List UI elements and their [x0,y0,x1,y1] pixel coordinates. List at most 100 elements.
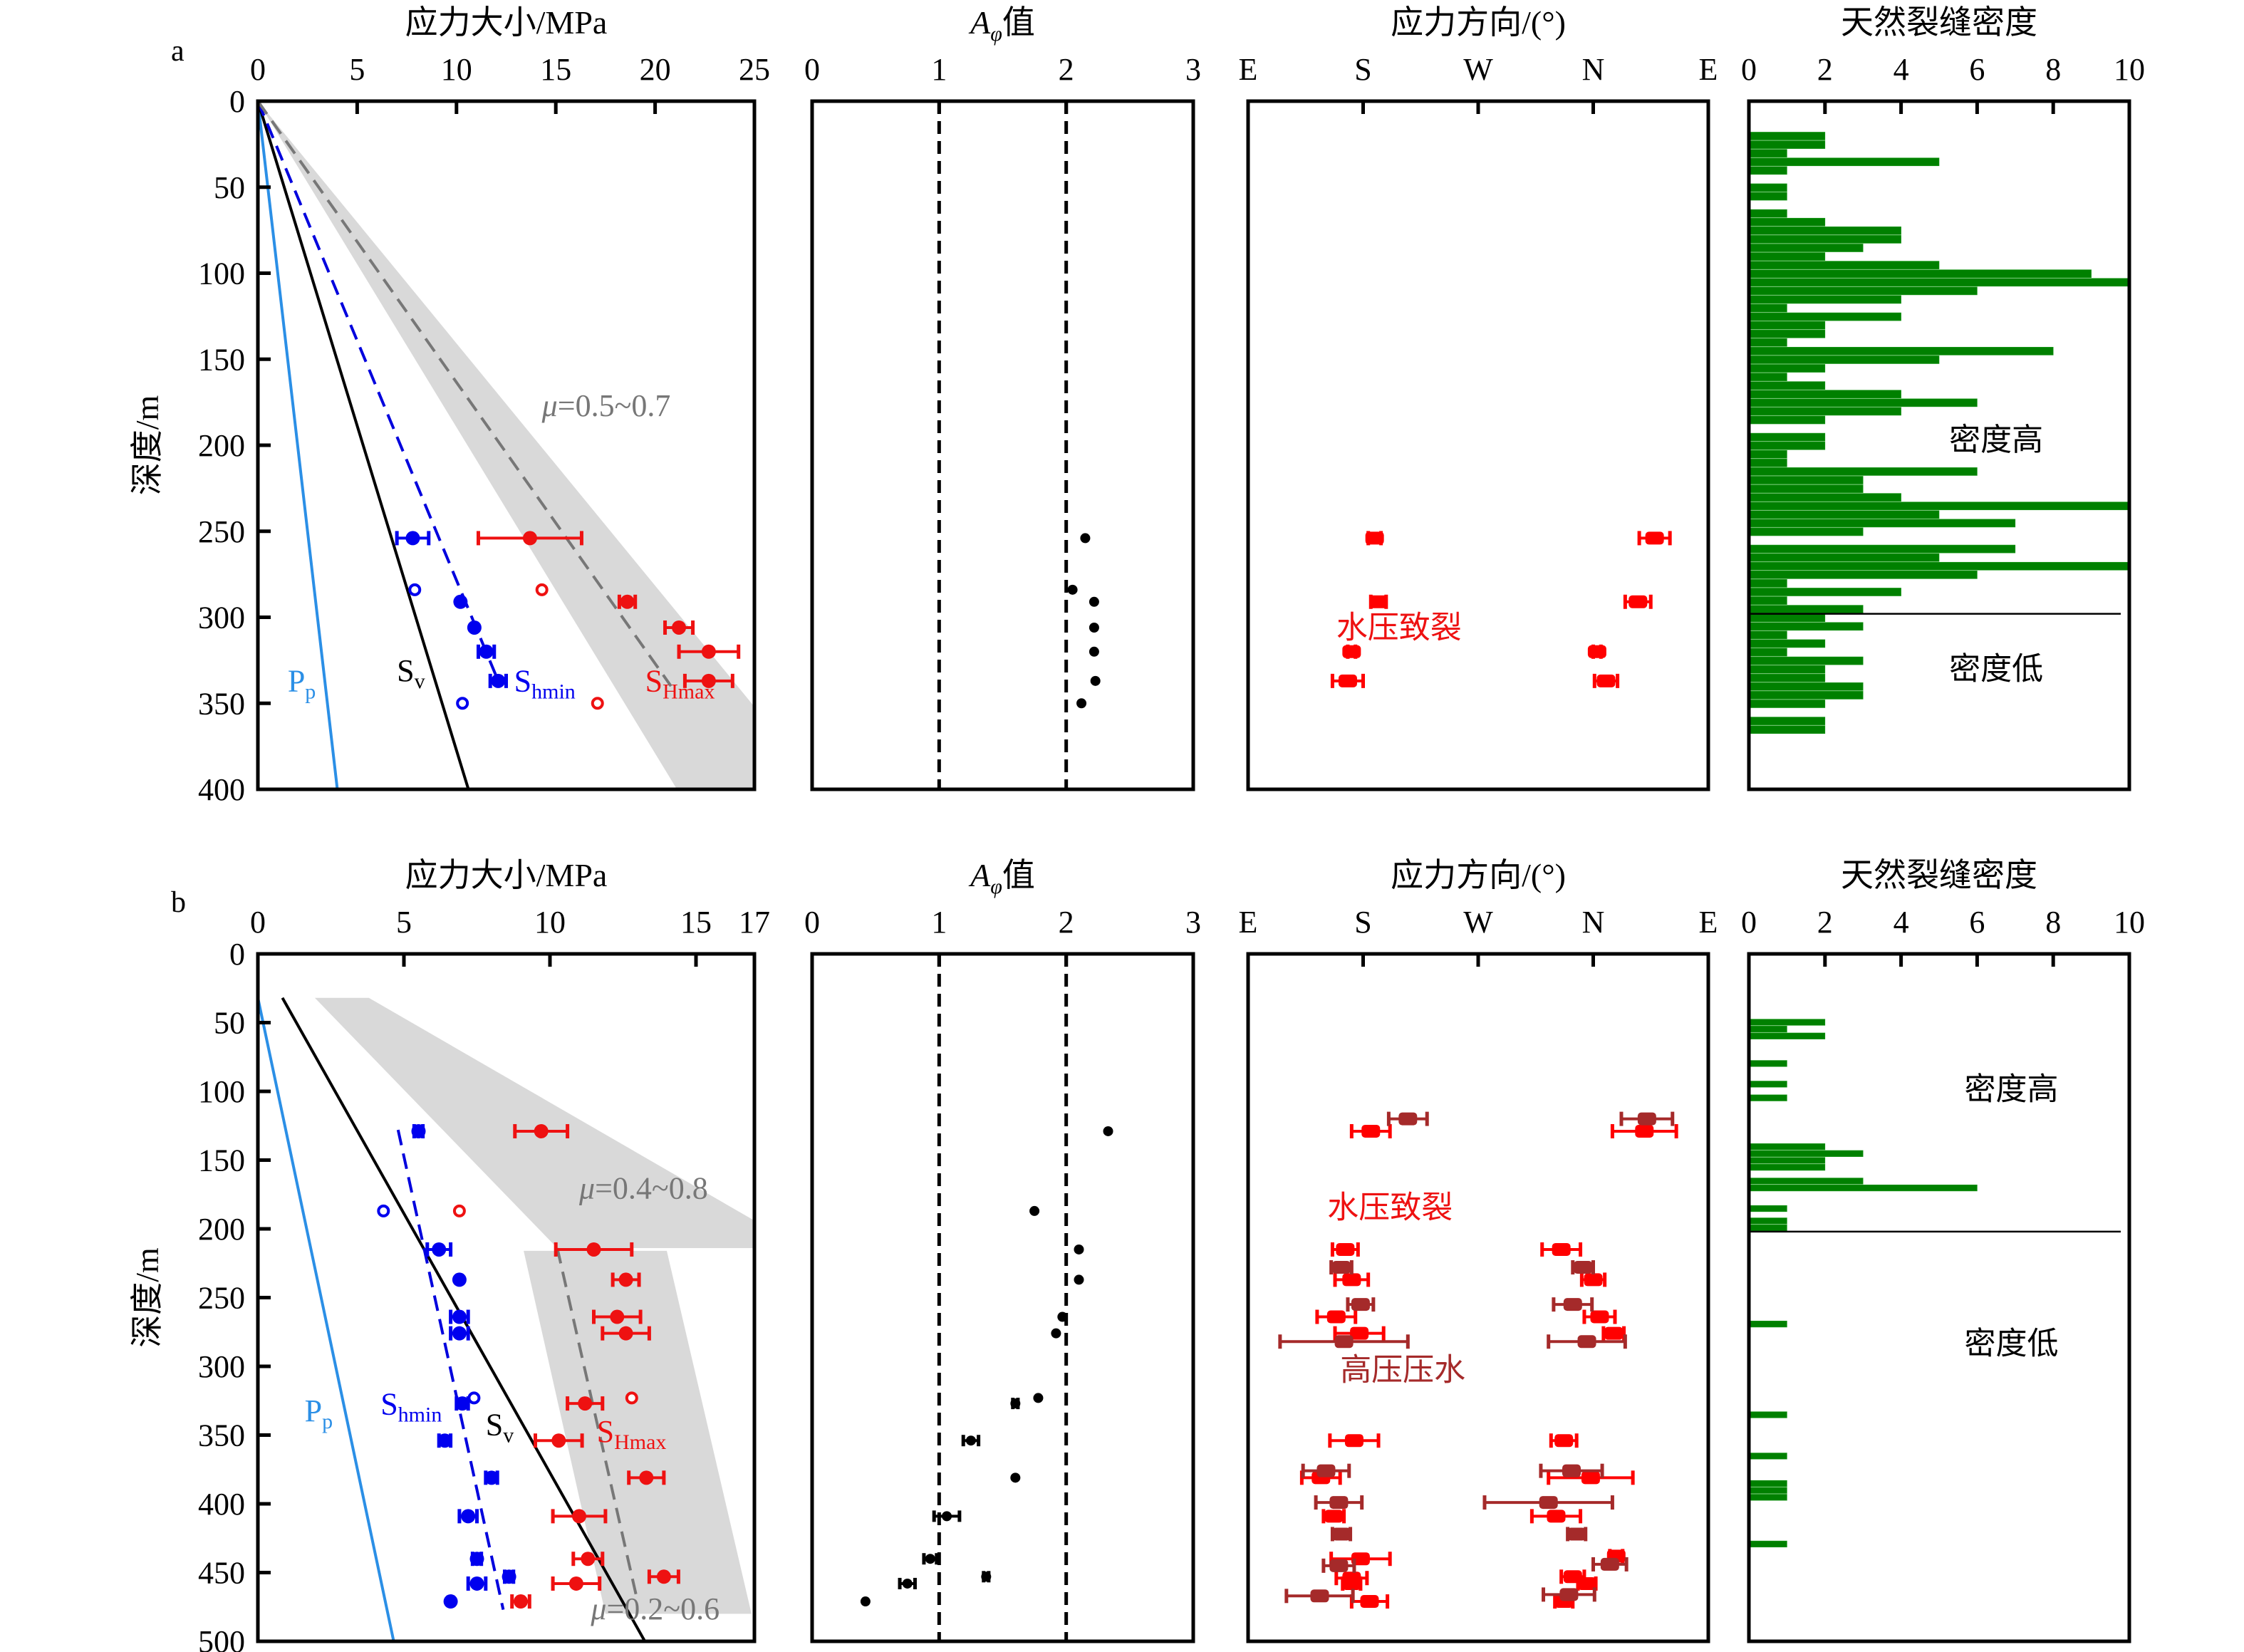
density-bar [1749,673,1826,682]
density-bar [1749,381,1826,390]
data-marker [586,1242,601,1257]
direction-marker [1398,1112,1418,1126]
density-bar [1749,1321,1787,1328]
density-bar [1749,630,1787,640]
density-label: 密度高 [1949,422,2043,457]
density-bar [1749,295,1901,304]
title-a: A [968,857,991,893]
density-bar [1749,355,1940,364]
density-bar [1749,544,2016,554]
density-bar [1749,665,1826,674]
y-axis-title: 深度/m [129,1247,165,1348]
direction-marker [1334,1335,1354,1349]
direction-marker [1600,1557,1619,1571]
x-tick-label: 2 [1817,905,1833,940]
annotation-label: 水压致裂 [1327,1190,1453,1225]
direction-marker [1310,1589,1329,1603]
direction-marker [1365,531,1384,545]
direction-marker [1587,645,1606,658]
x-tick-label: E [1239,905,1258,940]
direction-marker [1360,1595,1379,1609]
annotation-label: μ=0.5~0.7 [541,388,671,423]
density-bar [1749,1205,1787,1212]
friction-band-upper [314,997,754,1249]
line-shmax-trend [258,101,672,687]
data-marker [701,673,716,688]
aphi-marker [1090,675,1101,686]
density-bar [1749,415,1826,425]
open-marker [625,1391,638,1405]
direction-marker [1645,531,1664,545]
line-shmin-trend [258,101,500,682]
label-main: 水压致裂 [1336,610,1462,645]
x-tick-label: 4 [1894,52,1909,87]
density-bar [1749,1060,1787,1067]
density-bar [1749,648,1787,657]
plot-area [1278,1111,1678,1609]
y-tick-label: 350 [198,1418,245,1453]
data-marker [568,1576,583,1591]
open-marker [535,583,549,596]
density-bar [1749,209,1787,218]
density-bar [1749,261,1940,269]
data-marker [618,1272,633,1287]
x-tick-label: S [1354,52,1371,87]
x-tick-label: 8 [2045,905,2061,940]
density-bar [1749,1540,1787,1548]
x-axis-title: 天然裂缝密度 [1841,857,2037,893]
direction-marker [1637,1112,1656,1126]
density-bar [1749,441,1826,450]
density-bar [1749,1184,1978,1192]
density-bar [1749,1480,1787,1487]
x-tick-label: 0 [250,905,266,940]
density-bar [1749,476,1864,484]
direction-marker [1316,1464,1336,1477]
density-bar [1749,725,1826,734]
density-bar [1749,1217,1787,1225]
density-bar [1749,493,1901,502]
direction-marker [1559,1588,1579,1601]
direction-marker [1329,1559,1349,1572]
density-bar [1749,1032,1826,1039]
x-tick-label: 17 [739,905,770,940]
density-bar [1749,622,1864,631]
data-marker [534,1123,549,1138]
x-tick-label: 0 [250,52,266,87]
chart-a-aphi: 0 1 2 3 Aφ值 [804,4,1201,791]
friction-band [258,101,754,789]
data-marker [452,1272,467,1287]
density-bar [1749,1224,1787,1232]
annotation-label: μ=0.2~0.6 [590,1591,720,1626]
aphi-marker [1076,698,1087,709]
x-tick-label: 20 [640,52,671,87]
direction-marker [1329,1496,1349,1510]
annotation-label: SHmax [645,663,715,703]
panel-letter-b: b [171,886,186,919]
x-tick-label: 0 [804,905,820,940]
y-tick-label: 100 [198,1074,245,1109]
aphi-marker [1089,646,1099,657]
direction-marker [1554,1434,1574,1448]
plot-area [1749,1019,1978,1548]
title-rest: 值 [1002,857,1035,893]
density-bar [1749,561,2129,571]
y-tick-label: 50 [214,170,245,205]
data-marker [578,1396,593,1411]
chart-a-direction: 水压致裂 E S W N E 应力方向/(°) [1239,4,1718,791]
x-axis-title: Aφ值 [968,857,1035,898]
x-tick-label: 1 [931,52,947,87]
label-subscript: Hmax [663,680,715,703]
direction-marker [1635,1124,1654,1138]
x-tick-label: 3 [1185,52,1201,87]
x-tick-label: 10 [2114,52,2145,87]
density-bar [1749,312,1901,321]
density-bar [1749,373,1787,381]
density-bar [1749,217,1826,227]
label-main: S [645,663,663,698]
y-tick-label: 350 [198,686,245,721]
label-subscript: p [322,1410,333,1433]
data-marker [479,644,494,659]
